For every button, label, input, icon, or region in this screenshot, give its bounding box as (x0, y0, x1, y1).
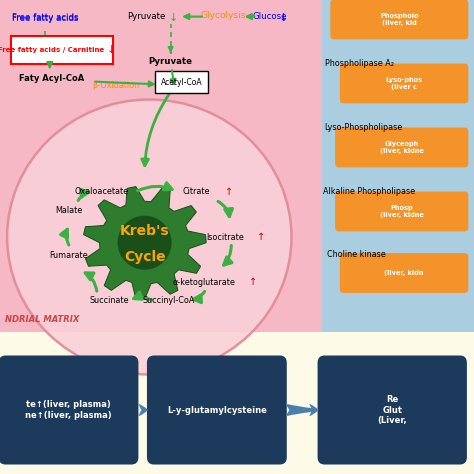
Text: Faty Acyl-CoA: Faty Acyl-CoA (18, 74, 84, 82)
Text: Succinyl-CoA: Succinyl-CoA (142, 297, 194, 305)
FancyBboxPatch shape (155, 71, 208, 93)
Text: Acetyl-CoA: Acetyl-CoA (161, 78, 202, 86)
FancyBboxPatch shape (340, 64, 468, 103)
Text: Pyruvate: Pyruvate (128, 12, 166, 21)
Text: Phosp
(liver, kidne: Phosp (liver, kidne (380, 205, 424, 218)
Ellipse shape (7, 100, 292, 374)
Text: Free fatty acids: Free fatty acids (12, 15, 78, 23)
Text: Glyceoph
(liver, kidne: Glyceoph (liver, kidne (380, 141, 424, 154)
Text: L-y-glutamylcysteine: L-y-glutamylcysteine (167, 406, 267, 414)
Text: ↓: ↓ (168, 13, 178, 23)
Text: Succinate: Succinate (89, 297, 129, 305)
Bar (322, 0, 474, 332)
Text: ↑: ↑ (225, 187, 233, 197)
FancyBboxPatch shape (330, 0, 468, 39)
Text: Isocitrate: Isocitrate (206, 233, 244, 241)
Text: Malate: Malate (55, 207, 82, 215)
FancyBboxPatch shape (335, 191, 468, 231)
Text: Lyso-Phospholipase: Lyso-Phospholipase (325, 123, 403, 131)
FancyBboxPatch shape (340, 253, 468, 293)
FancyBboxPatch shape (335, 128, 468, 167)
Text: ↑: ↑ (257, 232, 265, 242)
Text: ↑: ↑ (249, 277, 257, 287)
Text: Re
Glut
(Liver,: Re Glut (Liver, (377, 395, 407, 425)
Text: Fumarate: Fumarate (49, 252, 88, 260)
FancyBboxPatch shape (11, 36, 113, 64)
Text: β-Oxidation: β-Oxidation (92, 81, 140, 90)
Text: Choline kinase: Choline kinase (327, 250, 386, 259)
Text: Kreb's: Kreb's (120, 224, 169, 238)
Polygon shape (83, 187, 206, 300)
Text: Pyruvate: Pyruvate (149, 57, 192, 66)
Text: Glycolysis: Glycolysis (200, 11, 246, 19)
Text: Phospholo
(liver, kid: Phospholo (liver, kid (380, 13, 419, 26)
Circle shape (118, 216, 172, 270)
Bar (0, 332, 474, 474)
Text: Lyso-phos
(liver c: Lyso-phos (liver c (385, 77, 423, 90)
Text: Oxaloacetate: Oxaloacetate (75, 188, 129, 196)
Text: te↑(liver, plasma)
ne↑(liver, plasma): te↑(liver, plasma) ne↑(liver, plasma) (25, 401, 112, 419)
Text: ↓: ↓ (278, 13, 288, 23)
Text: (liver, kidn: (liver, kidn (384, 270, 424, 276)
FancyBboxPatch shape (0, 356, 138, 465)
Text: Free fatty acids: Free fatty acids (12, 13, 78, 22)
Text: Phospholipase A₂: Phospholipase A₂ (325, 60, 394, 68)
Text: Cycle: Cycle (124, 250, 165, 264)
Bar (0, 0, 322, 332)
Text: Free fatty acids / Carnitine: Free fatty acids / Carnitine (0, 47, 104, 53)
Text: NDRIAL MATRIX: NDRIAL MATRIX (5, 316, 79, 324)
Text: Alkaline Phospholipase: Alkaline Phospholipase (323, 188, 415, 196)
Text: Citrate: Citrate (183, 188, 210, 196)
FancyBboxPatch shape (318, 356, 467, 465)
FancyBboxPatch shape (147, 356, 287, 465)
Text: ↓: ↓ (107, 45, 116, 55)
Text: Glucose: Glucose (253, 12, 287, 21)
Text: α-ketoglutarate: α-ketoglutarate (173, 278, 235, 286)
